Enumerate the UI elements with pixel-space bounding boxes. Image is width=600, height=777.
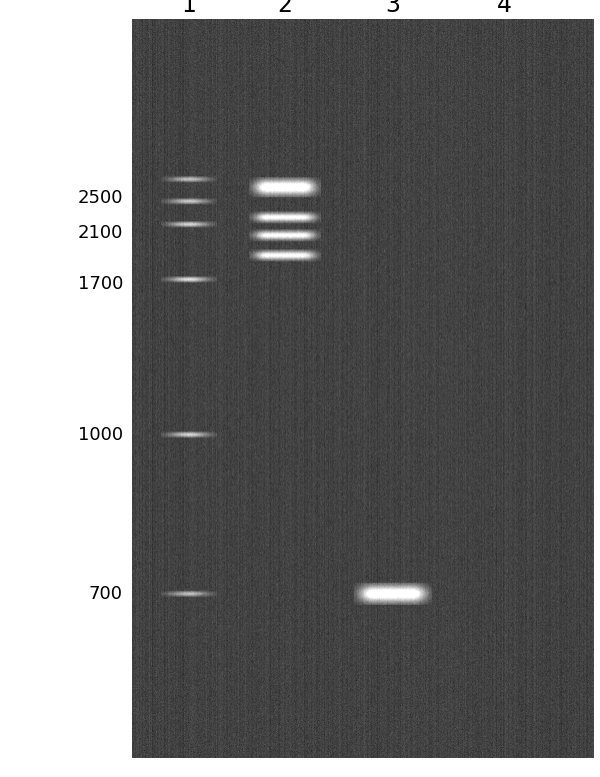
Text: 2500: 2500: [77, 189, 123, 207]
Text: 2100: 2100: [77, 224, 123, 242]
Text: 1000: 1000: [78, 426, 123, 444]
Text: 3: 3: [386, 0, 401, 17]
Text: 700: 700: [89, 585, 123, 604]
Text: 1700: 1700: [77, 274, 123, 293]
Text: 2: 2: [277, 0, 293, 17]
Text: 1: 1: [182, 0, 196, 17]
Text: 4: 4: [497, 0, 511, 17]
